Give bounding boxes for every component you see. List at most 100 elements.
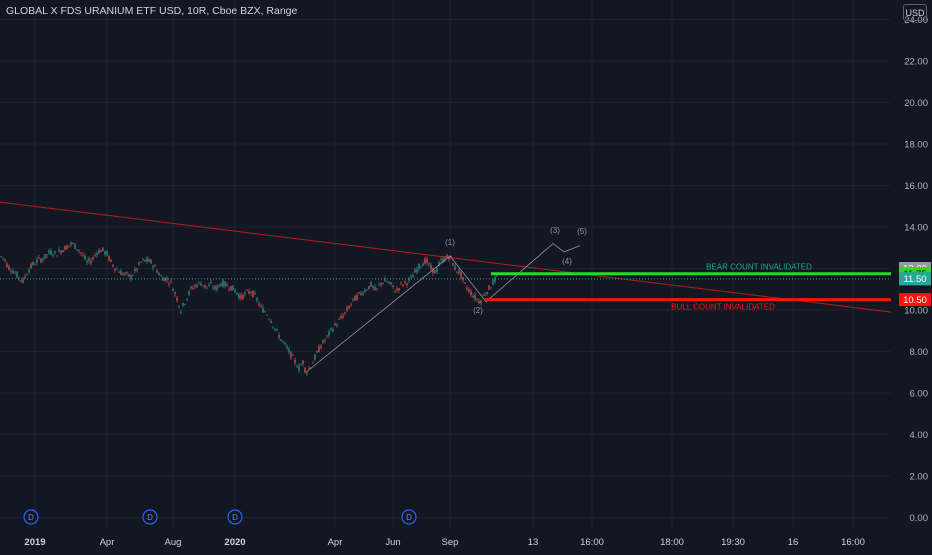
candle-body (202, 285, 204, 287)
dividend-marker[interactable]: D (23, 509, 39, 525)
candle-body (68, 245, 70, 247)
candle (210, 279, 212, 284)
candle-body (466, 287, 468, 290)
candle-body (90, 261, 92, 264)
price-tag-bull-bg (899, 293, 931, 307)
candle (112, 263, 114, 268)
candle-body (294, 359, 296, 363)
price-axis[interactable]: 0.002.004.006.008.0010.0012.0014.0016.00… (899, 15, 931, 524)
candle-body (120, 271, 122, 276)
candle (318, 343, 320, 353)
candle (284, 341, 286, 346)
candle (308, 365, 310, 370)
candle (158, 271, 160, 276)
candle-body (324, 340, 326, 342)
candle-body (308, 368, 310, 369)
candle-body (246, 289, 248, 291)
candle (28, 267, 30, 275)
candle (434, 269, 436, 274)
candle (194, 283, 196, 289)
candle-body (450, 255, 452, 257)
candle (34, 262, 36, 266)
candle-body (446, 254, 448, 258)
candle-body (304, 367, 306, 373)
candle-body (114, 268, 116, 271)
candle-body (224, 281, 226, 287)
candle-body (180, 311, 182, 313)
candle (240, 292, 242, 301)
candle (354, 295, 356, 301)
candle-body (422, 263, 424, 266)
candle-body (262, 307, 264, 313)
trendline[interactable] (0, 201, 892, 313)
candle (208, 282, 210, 287)
candle (96, 251, 98, 258)
time-tick-label: Apr (328, 537, 343, 548)
candle (350, 302, 352, 308)
candle (178, 305, 180, 309)
candle (336, 322, 338, 328)
candle-body (256, 298, 258, 301)
candle-body (184, 304, 186, 305)
candle (76, 248, 78, 252)
dividend-marker-label: D (147, 513, 153, 522)
candle (252, 289, 254, 299)
candle-body (182, 302, 184, 306)
candle (364, 287, 366, 294)
candle (370, 280, 372, 288)
candle (42, 257, 44, 263)
candle (416, 266, 418, 275)
candle (376, 288, 378, 292)
candle-body (410, 276, 412, 278)
candle-body (386, 281, 388, 283)
time-tick-label: Sep (442, 537, 459, 548)
candle-body (46, 254, 48, 256)
candle (0, 255, 2, 258)
candle (382, 282, 384, 285)
candle (366, 289, 368, 291)
candle (102, 247, 104, 252)
candle (250, 291, 252, 296)
candle-body (122, 273, 124, 275)
candle (300, 362, 302, 366)
currency-button[interactable]: USD (903, 4, 927, 21)
candle (468, 286, 470, 294)
candle-body (42, 259, 44, 261)
candle (390, 281, 392, 286)
candle-body (94, 255, 96, 257)
candle-body (318, 346, 320, 353)
candle-body (70, 242, 72, 245)
dividend-marker[interactable]: D (142, 509, 158, 525)
candle-body (170, 280, 172, 282)
time-axis[interactable]: 2019 Apr Aug 2020 Apr Jun Sep 13 16:00 18:00 19:30… (24, 537, 864, 548)
candle (458, 267, 460, 275)
candle-body (338, 318, 340, 320)
candle-body (496, 275, 498, 277)
candle (314, 353, 316, 361)
candle (116, 266, 118, 270)
candle-body (232, 285, 234, 291)
candle (278, 332, 280, 340)
candle (294, 357, 296, 366)
dividend-marker[interactable]: D (227, 509, 243, 525)
candle-body (302, 360, 304, 365)
candle (386, 280, 388, 283)
time-tick-label: 13 (528, 537, 539, 548)
dividend-marker[interactable]: D (401, 509, 417, 525)
candle (368, 285, 370, 290)
dividend-marker-circle (227, 509, 243, 525)
price-tick-label: 4.00 (910, 430, 929, 441)
candle-body (198, 281, 200, 283)
candle (356, 293, 358, 301)
candle-body (210, 282, 212, 284)
candle-body (370, 282, 372, 287)
candle (326, 335, 328, 339)
candle (164, 277, 166, 283)
candle-body (6, 263, 8, 268)
candle (234, 288, 236, 293)
candle-body (402, 284, 404, 287)
candle (392, 285, 394, 289)
candle-body (156, 270, 158, 273)
